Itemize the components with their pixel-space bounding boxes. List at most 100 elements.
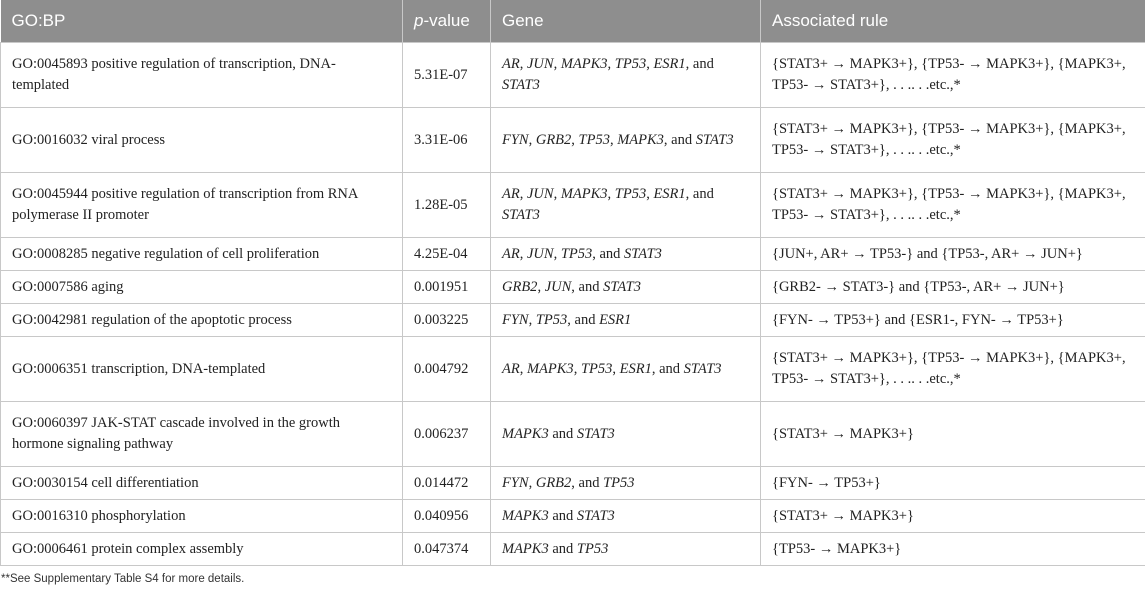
gene-name: FYN — [502, 311, 529, 328]
gene-name: STAT3 — [502, 77, 540, 93]
gene-name: MAPK3 — [526, 360, 574, 377]
associated-rule-cell: {STAT3+ → MAPK3+} — [760, 499, 1145, 533]
gene-name: JUN — [526, 186, 554, 202]
gene-name: TP53 — [603, 474, 635, 491]
gene-name: ESR1 — [653, 56, 686, 72]
gene-name: JUN — [544, 278, 572, 295]
gene-name: AR — [502, 56, 520, 72]
conjunction: and — [578, 278, 600, 295]
table-row: GO:0030154 cell differentiation 0.014472 F… — [0, 466, 1145, 500]
conjunction: and — [692, 56, 714, 72]
conjunction: and — [552, 425, 574, 442]
p-value-cell: 3.31E-06 — [402, 107, 491, 173]
associated-rule-cell: {STAT3+ → MAPK3+}, {TP53- → MAPK3+}, {MA… — [760, 107, 1145, 173]
gene-name: MAPK3 — [502, 425, 549, 442]
gene-name: TP53 — [614, 56, 647, 72]
table-row: GO:0045893 positive regulation of transc… — [0, 42, 1145, 108]
conjunction: and — [552, 507, 574, 524]
go-term-cell: GO:0045944 positive regulation of transc… — [0, 172, 403, 238]
gene-name: TP53 — [578, 131, 610, 148]
gene-name: JUN — [526, 245, 554, 262]
gene-name: ESR1 — [619, 360, 652, 377]
genes-cell: FYN, GRB2, and TP53 — [490, 466, 761, 500]
table-row: GO:0016310 phosphorylation 0.040956 MAPK3 … — [0, 499, 1145, 533]
gene-name: GRB2 — [535, 474, 572, 491]
go-term-cell: GO:0008285 negative regulation of cell p… — [0, 237, 403, 271]
header-p-italic: p — [414, 11, 424, 30]
gene-name: ESR1 — [599, 311, 632, 328]
go-enrichment-table: GO:BP p-value Gene Associated rule GO:00… — [0, 0, 1145, 566]
p-value-cell: 4.25E-04 — [402, 237, 491, 271]
table-row: GO:0008285 negative regulation of cell p… — [0, 237, 1145, 271]
footnote: **See Supplementary Table S4 for more de… — [1, 573, 245, 585]
gene-name: MAPK3 — [617, 131, 664, 148]
table-row: GO:0007586 aging 0.001951 GRB2, JUN, and S… — [0, 270, 1145, 304]
conjunction: and — [599, 245, 621, 262]
genes-cell: FYN, TP53, and ESR1 — [490, 303, 761, 337]
gene-name: AR — [502, 245, 520, 262]
genes-cell: GRB2, JUN, and STAT3 — [490, 270, 761, 304]
table-row: GO:0016032 viral process 3.31E-06 FYN, GRB… — [0, 107, 1145, 173]
conjunction: and — [578, 474, 600, 491]
go-term-cell: GO:0006461 protein complex assembly — [0, 532, 403, 566]
gene-name: MAPK3 — [502, 540, 549, 557]
table-row: GO:0042981 regulation of the apoptotic p… — [0, 303, 1145, 337]
go-term-cell: GO:0030154 cell differentiation — [0, 466, 403, 500]
p-value-cell: 1.28E-05 — [402, 172, 491, 238]
gene-name: TP53 — [576, 540, 609, 557]
go-term-cell: GO:0042981 regulation of the apoptotic p… — [0, 303, 403, 337]
go-term-cell: GO:0006351 transcription, DNA-templated — [0, 336, 403, 402]
genes-cell: MAPK3 and TP53 — [490, 532, 761, 566]
genes-cell: AR, JUN, TP53, and STAT3 — [490, 237, 761, 271]
conjunction: and — [552, 540, 574, 557]
gene-name: MAPK3 — [502, 507, 549, 524]
p-value-cell: 0.040956 — [402, 499, 491, 533]
gene-name: STAT3 — [576, 507, 615, 524]
genes-cell: MAPK3 and STAT3 — [490, 499, 761, 533]
genes-cell: AR, JUN, MAPK3, TP53, ESR1, and STAT3 — [490, 42, 761, 108]
gene-name: STAT3 — [502, 207, 540, 223]
gene-name: STAT3 — [695, 131, 734, 148]
conjunction: and — [671, 131, 693, 148]
associated-rule-cell: {TP53- → MAPK3+} — [760, 532, 1145, 566]
conjunction: and — [574, 311, 596, 328]
header-gene: Gene — [490, 0, 761, 43]
associated-rule-cell: {JUN+, AR+ → TP53-} and {TP53-, AR+ → JU… — [760, 237, 1145, 271]
genes-cell: AR, MAPK3, TP53, ESR1, and STAT3 — [490, 336, 761, 402]
associated-rule-cell: {GRB2- → STAT3-} and {TP53-, AR+ → JUN+} — [760, 270, 1145, 304]
header-associated-rule: Associated rule — [760, 0, 1145, 43]
p-value-cell: 0.006237 — [402, 401, 491, 467]
genes-cell: AR, JUN, MAPK3, TP53, ESR1, and STAT3 — [490, 172, 761, 238]
gene-name: JUN — [526, 56, 554, 72]
associated-rule-cell: {FYN- → TP53+} and {ESR1-, FYN- → TP53+} — [760, 303, 1145, 337]
table-row: GO:0045944 positive regulation of transc… — [0, 172, 1145, 238]
p-value-cell: 0.047374 — [402, 532, 491, 566]
gene-name: FYN — [502, 474, 529, 491]
gene-name: TP53 — [614, 186, 647, 202]
associated-rule-cell: {STAT3+ → MAPK3+}, {TP53- → MAPK3+}, {MA… — [760, 42, 1145, 108]
genes-cell: FYN, GRB2, TP53, MAPK3, and STAT3 — [490, 107, 761, 173]
gene-name: FYN — [502, 131, 529, 148]
conjunction: and — [659, 360, 681, 377]
header-p-value: p-value — [402, 0, 491, 43]
associated-rule-cell: {STAT3+ → MAPK3+}, {TP53- → MAPK3+}, {MA… — [760, 336, 1145, 402]
go-term-cell: GO:0060397 JAK-STAT cascade involved in … — [0, 401, 403, 467]
associated-rule-cell: {STAT3+ → MAPK3+} — [760, 401, 1145, 467]
gene-name: ESR1 — [653, 186, 686, 202]
p-value-cell: 0.014472 — [402, 466, 491, 500]
p-value-cell: 5.31E-07 — [402, 42, 491, 108]
table-row: GO:0006461 protein complex assembly 0.047… — [0, 532, 1145, 566]
gene-name: STAT3 — [603, 278, 641, 295]
gene-name: TP53 — [535, 311, 568, 328]
gene-name: MAPK3 — [560, 56, 608, 72]
associated-rule-cell: {FYN- → TP53+} — [760, 466, 1145, 500]
p-value-cell: 0.004792 — [402, 336, 491, 402]
p-value-cell: 0.003225 — [402, 303, 491, 337]
gene-name: TP53 — [580, 360, 613, 377]
conjunction: and — [692, 186, 714, 202]
gene-name: MAPK3 — [560, 186, 608, 202]
p-value-cell: 0.001951 — [402, 270, 491, 304]
go-term-cell: GO:0045893 positive regulation of transc… — [0, 42, 403, 108]
gene-name: STAT3 — [624, 245, 662, 262]
table-row: GO:0060397 JAK-STAT cascade involved in … — [0, 401, 1145, 467]
